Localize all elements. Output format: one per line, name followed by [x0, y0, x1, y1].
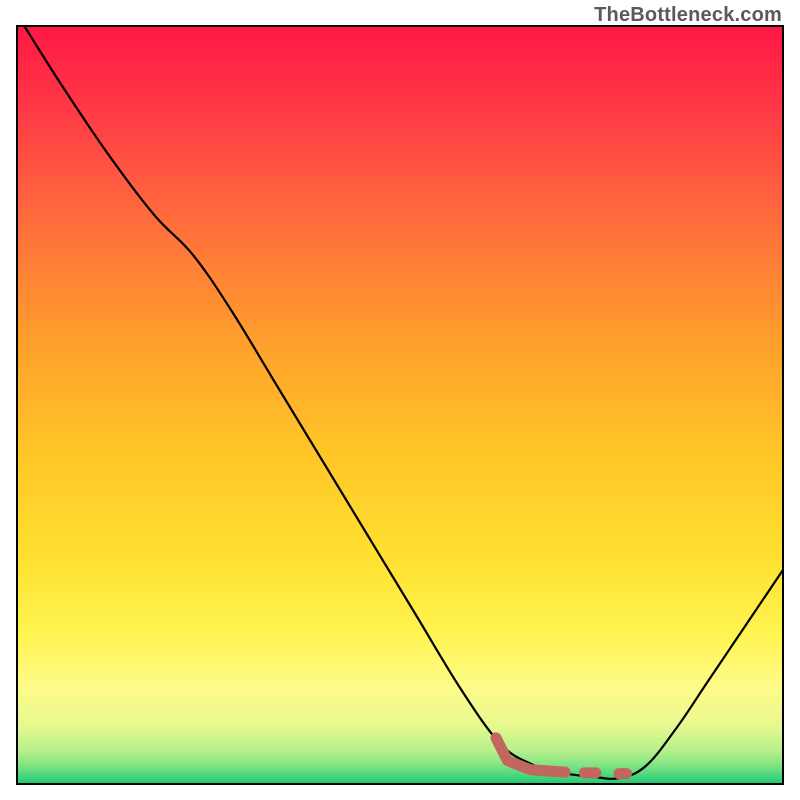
chart-border: [17, 26, 783, 784]
chart-plot-area: [16, 25, 784, 785]
chart-overlay: [16, 25, 784, 785]
main-curve-line: [24, 25, 784, 779]
watermark-text: TheBottleneck.com: [594, 4, 782, 27]
highlight-marker-segment: [496, 738, 565, 772]
